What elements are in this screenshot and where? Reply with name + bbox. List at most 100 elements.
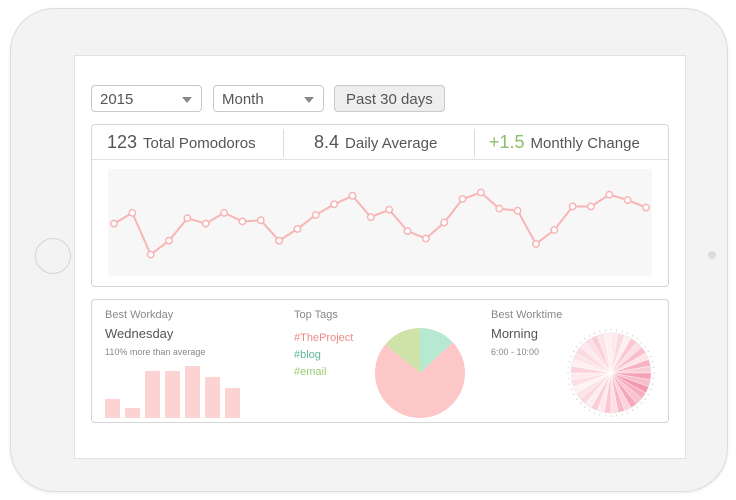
workday-bar <box>205 377 220 418</box>
chevron-down-icon <box>182 97 192 103</box>
worktime-clock-chart <box>567 329 655 417</box>
data-point[interactable] <box>513 206 522 215</box>
clock-tick <box>640 402 643 405</box>
best-worktime-title: Best Worktime <box>491 309 563 321</box>
year-select-value: 2015 <box>100 91 134 108</box>
tablet-frame: 2015 Month Past 30 days 123 Total Pomodor… <box>10 8 728 492</box>
data-point[interactable] <box>605 190 614 199</box>
pie-slice[interactable] <box>374 342 465 419</box>
stats-row: 123 Total Pomodoros 8.4 Daily Average +1.5… <box>92 125 668 160</box>
data-point[interactable] <box>201 219 210 228</box>
pie-slice[interactable] <box>385 328 420 373</box>
clock-tick <box>631 409 634 412</box>
data-point[interactable] <box>642 203 650 212</box>
clock-tick <box>579 402 582 405</box>
data-point[interactable] <box>220 208 229 217</box>
data-point[interactable] <box>421 234 430 243</box>
clock-tick <box>570 355 573 358</box>
best-workday-day: Wednesday <box>105 326 174 341</box>
past-30-days-button[interactable]: Past 30 days <box>334 85 445 112</box>
data-point[interactable] <box>550 226 559 234</box>
data-point[interactable] <box>128 208 137 217</box>
data-point[interactable] <box>293 224 302 233</box>
top-tags-title: Top Tags <box>294 309 338 321</box>
clock-tick <box>649 388 652 391</box>
clock-tick <box>572 393 575 396</box>
clock-tick <box>568 383 571 385</box>
period-select[interactable]: Month <box>213 85 324 112</box>
clock-tick <box>588 409 591 412</box>
clock-tick <box>575 345 578 348</box>
stats-panel: 123 Total Pomodoros 8.4 Daily Average +1.5… <box>91 124 669 287</box>
pie-slice[interactable] <box>420 328 453 373</box>
tag-email[interactable]: #email <box>294 366 327 378</box>
clock-tick <box>647 393 650 396</box>
clock-tick <box>651 383 654 385</box>
stat-total-label: Total Pomodoros <box>143 135 256 152</box>
clock-tick <box>588 334 591 337</box>
data-point[interactable] <box>238 217 247 226</box>
data-point[interactable] <box>146 250 155 259</box>
data-point[interactable] <box>440 218 449 227</box>
data-point[interactable] <box>275 236 284 245</box>
best-worktime-label: Morning <box>491 326 538 341</box>
data-point[interactable] <box>183 214 192 223</box>
stat-change: +1.5 Monthly Change <box>489 125 640 159</box>
stat-change-label: Monthly Change <box>530 135 640 152</box>
clock-tick <box>570 388 573 391</box>
data-point[interactable] <box>348 191 357 200</box>
clock-tick <box>626 411 629 414</box>
best-workday-note: 110% more than average <box>105 347 206 357</box>
clock-tick <box>583 406 586 409</box>
clock-tick <box>572 350 575 353</box>
stat-total-value: 123 <box>107 132 138 152</box>
data-point[interactable] <box>311 211 320 219</box>
clock-tick <box>593 332 596 335</box>
stat-change-value: +1.5 <box>489 132 525 152</box>
stat-total: 123 Total Pomodoros <box>107 125 256 159</box>
workday-bar <box>165 371 180 418</box>
tags-pie-chart <box>374 328 465 419</box>
stat-divider <box>474 129 475 157</box>
data-point[interactable] <box>110 219 118 228</box>
insights-panel: Best Workday Wednesday 110% more than av… <box>91 299 669 423</box>
data-point[interactable] <box>476 188 485 197</box>
workday-bar <box>145 371 160 418</box>
data-point[interactable] <box>531 239 540 248</box>
tag-theproject[interactable]: #TheProject <box>294 332 354 344</box>
clock-tick <box>651 361 654 363</box>
stat-average: 8.4 Daily Average <box>314 125 437 159</box>
stat-divider <box>283 129 284 157</box>
clock-tick <box>636 337 639 340</box>
clock-tick <box>599 330 601 333</box>
data-point[interactable] <box>256 216 265 225</box>
data-point[interactable] <box>458 195 467 203</box>
year-select[interactable]: 2015 <box>91 85 202 112</box>
clock-tick <box>636 406 639 409</box>
stat-average-label: Daily Average <box>345 135 438 152</box>
series-line <box>113 191 647 257</box>
data-point[interactable] <box>587 202 595 211</box>
data-point[interactable] <box>623 196 632 204</box>
data-point[interactable] <box>495 204 504 213</box>
period-select-value: Month <box>222 91 264 108</box>
clock-tick <box>593 411 596 414</box>
clock-tick <box>649 355 652 358</box>
data-point[interactable] <box>403 227 412 236</box>
home-button[interactable] <box>35 238 71 274</box>
tag-blog[interactable]: #blog <box>294 349 321 361</box>
data-point[interactable] <box>568 202 577 211</box>
clock-tick <box>631 334 634 337</box>
data-point[interactable] <box>165 236 173 245</box>
clock-tick <box>621 330 623 333</box>
screen: 2015 Month Past 30 days 123 Total Pomodor… <box>74 55 686 459</box>
clock-tick <box>644 345 647 348</box>
clock-tick <box>621 413 623 416</box>
clock-tick <box>599 413 601 416</box>
clock-tick <box>644 398 647 401</box>
data-point[interactable] <box>385 205 394 214</box>
data-point[interactable] <box>366 213 375 222</box>
clock-tick <box>583 337 586 340</box>
data-point[interactable] <box>330 200 339 209</box>
clock-tick <box>626 332 629 335</box>
